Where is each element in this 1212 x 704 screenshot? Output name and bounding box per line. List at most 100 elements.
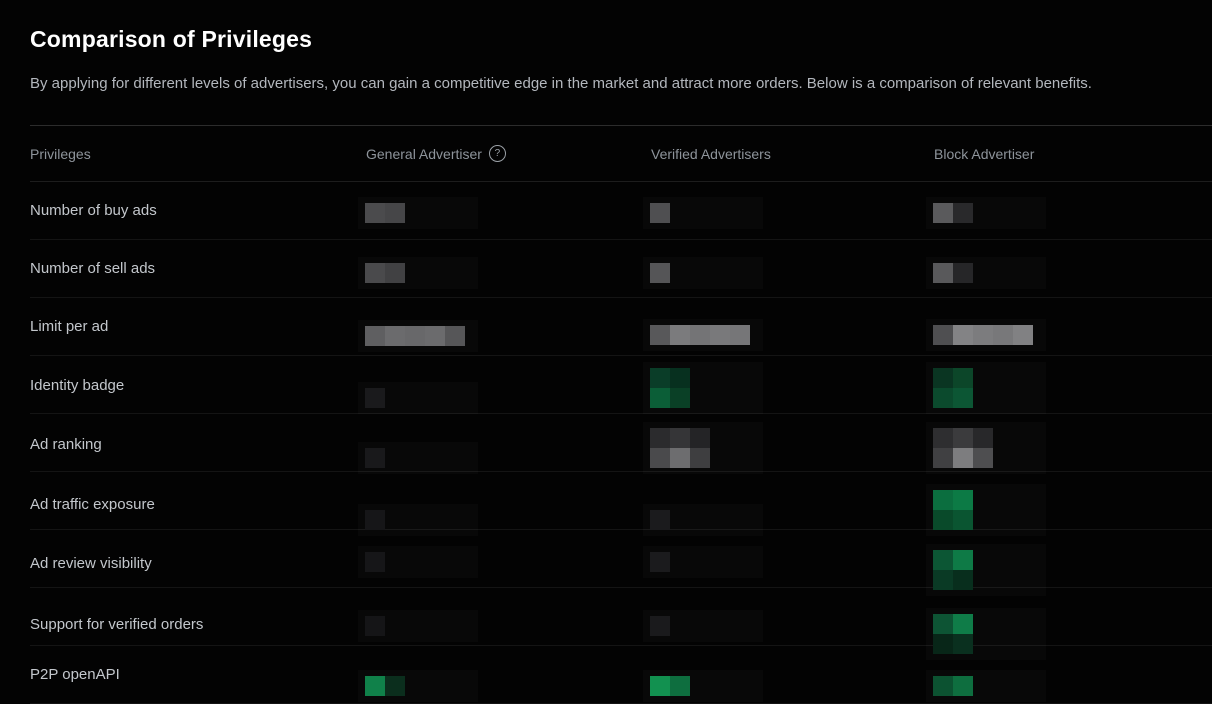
mosaic-row	[365, 448, 478, 468]
censored-value	[926, 257, 1046, 289]
censored-value	[926, 362, 1046, 414]
row-label: Support for verified orders	[30, 615, 204, 633]
mosaic-tile	[933, 388, 953, 408]
mosaic-tile	[365, 552, 385, 572]
cell-general	[358, 240, 643, 297]
cell-general	[358, 414, 643, 474]
page-title: Comparison of Privileges	[30, 26, 313, 52]
row-label: Identity badge	[30, 376, 125, 394]
cell-verified	[643, 414, 926, 474]
mosaic-tile	[710, 325, 730, 345]
mosaic-tile	[445, 326, 465, 346]
mosaic-tile	[1013, 325, 1033, 345]
mosaic-tile	[365, 263, 385, 283]
mosaic-row	[933, 634, 1046, 654]
mosaic-tile	[650, 388, 670, 408]
table-row: Ad ranking	[30, 414, 1212, 472]
cell-block	[926, 298, 1212, 355]
mosaic-row	[650, 616, 763, 636]
mosaic-tile	[933, 448, 953, 468]
censored-value	[643, 319, 763, 351]
header-privileges: Privileges	[30, 146, 358, 162]
mosaic-tile	[933, 203, 953, 223]
table-row: P2P openAPI	[30, 646, 1212, 704]
header-verified-advertisers-label: Verified Advertisers	[651, 145, 771, 162]
header-block-advertiser-label: Block Advertiser	[934, 145, 1035, 162]
cell-block	[926, 588, 1212, 660]
row-label: Limit per ad	[30, 318, 109, 335]
mosaic-row	[365, 326, 478, 346]
mosaic-row	[365, 263, 478, 283]
censored-value	[643, 362, 763, 414]
comparison-table: Privileges General Advertiser ? Verified…	[30, 125, 1212, 704]
mosaic-tile	[405, 326, 425, 346]
mosaic-row	[650, 203, 763, 223]
mosaic-tile	[690, 448, 710, 468]
row-label: Number of buy ads	[30, 202, 157, 219]
censored-value	[643, 670, 763, 702]
mosaic-row	[650, 263, 763, 283]
row-label: Ad traffic exposure	[30, 495, 155, 513]
table-row: Support for verified orders	[30, 588, 1212, 654]
mosaic-tile	[385, 676, 405, 696]
mosaic-tile	[650, 428, 670, 448]
mosaic-tile	[385, 263, 405, 283]
censored-value	[358, 320, 478, 352]
mosaic-tile	[953, 634, 973, 654]
mosaic-row	[933, 614, 1046, 634]
mosaic-row	[650, 448, 763, 468]
censored-value	[926, 422, 1046, 474]
censored-value	[926, 197, 1046, 229]
mosaic-tile	[953, 428, 973, 448]
cell-general	[358, 530, 643, 596]
censored-value	[358, 610, 478, 642]
censored-value	[926, 608, 1046, 660]
mosaic-tile	[670, 325, 690, 345]
mosaic-tile	[933, 428, 953, 448]
censored-value	[926, 544, 1046, 596]
censored-value	[643, 197, 763, 229]
cell-verified	[643, 472, 926, 536]
mosaic-tile	[650, 552, 670, 572]
mosaic-tile	[365, 203, 385, 223]
header-general-advertiser-label: General Advertiser	[366, 145, 482, 162]
header-block-advertiser: Block Advertiser	[926, 146, 1212, 162]
mosaic-tile	[670, 676, 690, 696]
cell-block	[926, 646, 1212, 703]
mosaic-tile	[670, 388, 690, 408]
mosaic-tile	[365, 326, 385, 346]
mosaic-row	[933, 448, 1046, 468]
mosaic-row	[933, 570, 1046, 590]
censored-value	[358, 670, 478, 702]
mosaic-tile	[670, 448, 690, 468]
censored-value	[358, 504, 478, 536]
mosaic-row	[650, 510, 763, 530]
row-label: Ad ranking	[30, 435, 102, 453]
censored-value	[643, 257, 763, 289]
cell-general	[358, 356, 643, 414]
mosaic-tile	[933, 550, 953, 570]
cell-verified	[643, 646, 926, 703]
mosaic-row	[933, 368, 1046, 388]
mosaic-tile	[650, 448, 670, 468]
cell-verified	[643, 356, 926, 414]
row-label: Ad review visibility	[30, 554, 152, 572]
table-row: Identity badge	[30, 356, 1212, 414]
table-row: Ad review visibility	[30, 530, 1212, 590]
censored-value	[926, 484, 1046, 536]
mosaic-tile	[365, 616, 385, 636]
mosaic-row	[650, 676, 763, 696]
table-row: Number of sell ads	[30, 240, 1212, 298]
mosaic-row	[650, 325, 763, 345]
mosaic-row	[933, 490, 1046, 510]
censored-value	[358, 442, 478, 474]
mosaic-tile	[933, 490, 953, 510]
censored-value	[643, 610, 763, 642]
help-icon[interactable]: ?	[488, 145, 506, 162]
mosaic-tile	[650, 676, 670, 696]
censored-value	[643, 504, 763, 536]
mosaic-row	[365, 616, 478, 636]
mosaic-tile	[933, 368, 953, 388]
mosaic-tile	[953, 570, 973, 590]
